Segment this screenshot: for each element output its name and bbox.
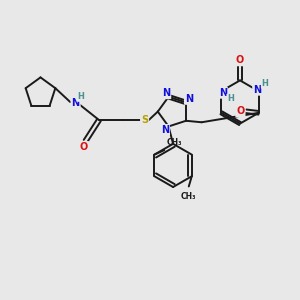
Text: N: N bbox=[253, 85, 261, 95]
Text: H: H bbox=[77, 92, 84, 101]
Text: N: N bbox=[71, 98, 80, 109]
Text: H: H bbox=[261, 79, 268, 88]
Text: O: O bbox=[80, 142, 88, 152]
Text: N: N bbox=[219, 88, 227, 98]
Text: CH₃: CH₃ bbox=[181, 192, 197, 201]
Text: N: N bbox=[161, 125, 169, 135]
Text: CH₃: CH₃ bbox=[167, 138, 182, 147]
Text: N: N bbox=[162, 88, 170, 98]
Text: S: S bbox=[141, 115, 148, 125]
Text: N: N bbox=[185, 94, 193, 104]
Text: O: O bbox=[236, 106, 244, 116]
Text: H: H bbox=[227, 94, 234, 103]
Text: O: O bbox=[236, 55, 244, 65]
